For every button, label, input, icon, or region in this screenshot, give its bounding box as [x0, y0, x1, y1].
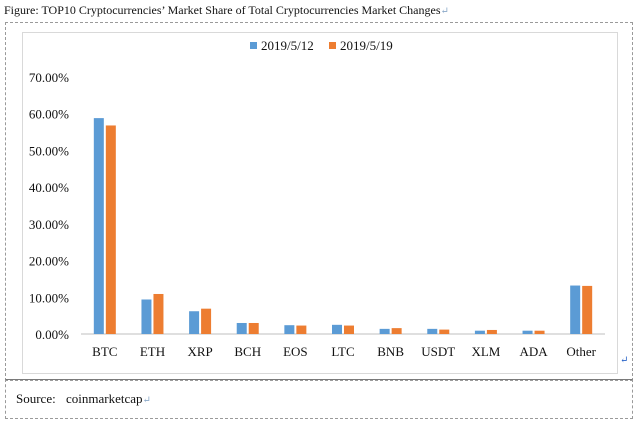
x-tick-label: ADA: [519, 344, 548, 359]
figure-title-text: Figure: TOP10 Cryptocurrencies’ Market S…: [4, 3, 441, 17]
bar-btc-series-1: [93, 118, 104, 335]
x-tick-label: ETH: [140, 344, 165, 359]
source-row: Source: coinmarketcap↵: [5, 379, 633, 419]
bar-btc-series-2: [105, 125, 116, 334]
y-tick-label: 0.00%: [35, 327, 69, 342]
bar-eth-series-1: [141, 299, 152, 334]
bar-eos-series-1: [284, 325, 295, 334]
legend-swatch: [329, 42, 336, 49]
bar-ada-series-1: [522, 330, 533, 334]
x-tick-label: EOS: [283, 344, 308, 359]
y-tick-label: 10.00%: [29, 290, 69, 305]
bar-bnb-series-2: [391, 328, 402, 334]
bar-xrp-series-2: [201, 308, 212, 334]
bar-usdt-series-1: [427, 328, 438, 334]
y-tick-label: 50.00%: [29, 143, 69, 158]
y-tick-label: 70.00%: [29, 70, 69, 85]
x-tick-label: BCH: [234, 344, 261, 359]
figure-frame: [5, 22, 633, 381]
source-value-text: coinmarketcap: [66, 391, 143, 406]
x-tick-label: BTC: [92, 344, 117, 359]
x-tick-label: XRP: [187, 344, 212, 359]
legend-label: 2019/5/19: [340, 38, 393, 53]
x-tick-label: LTC: [331, 344, 354, 359]
legend-swatch: [250, 42, 257, 49]
bar-chart: 0.00% 10.00% 20.00% 30.00% 40.00% 50.00% 60.00…: [29, 38, 605, 359]
bar-ltc-series-2: [344, 325, 354, 334]
y-tick-label: 60.00%: [29, 107, 69, 122]
source-label: Source:: [16, 391, 56, 406]
y-tick-label: 20.00%: [29, 254, 69, 269]
bar-other-series-2: [582, 285, 593, 334]
y-tick-label: 40.00%: [29, 180, 69, 195]
bar-bnb-series-1: [379, 328, 390, 334]
x-tick-label: Other: [566, 344, 596, 359]
bar-xrp-series-1: [189, 311, 200, 334]
bar-xlm-series-2: [486, 329, 497, 334]
paragraph-mark-icon: ↵: [620, 355, 629, 366]
bar-ada-series-2: [534, 330, 545, 334]
bar-bch-series-1: [236, 322, 247, 334]
bar-eos-series-2: [296, 325, 307, 334]
chart-container: 0.00% 10.00% 20.00% 30.00% 40.00% 50.00% 60.00…: [22, 32, 618, 374]
x-tick-label: BNB: [377, 344, 404, 359]
return-mark-icon: ↵: [440, 6, 449, 17]
figure-title: Figure: TOP10 Cryptocurrencies’ Market S…: [4, 3, 449, 18]
bar-xlm-series-1: [474, 330, 485, 334]
return-mark-icon: ↵: [142, 395, 151, 406]
bar-bch-series-2: [248, 322, 259, 334]
x-tick-label: XLM: [471, 344, 500, 359]
source-value: coinmarketcap↵: [66, 391, 151, 407]
x-tick-label: USDT: [421, 344, 455, 359]
bar-ltc-series-1: [332, 324, 342, 334]
bar-other-series-1: [570, 285, 581, 334]
bar-eth-series-2: [153, 293, 164, 334]
y-tick-label: 30.00%: [29, 217, 69, 232]
bar-usdt-series-2: [439, 329, 450, 334]
legend-label: 2019/5/12: [261, 38, 314, 53]
